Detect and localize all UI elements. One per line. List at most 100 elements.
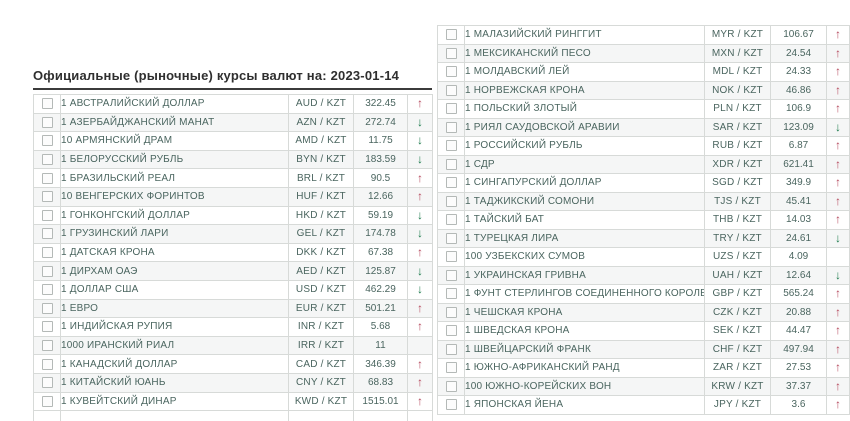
table-row: 1 МОЛДАВСКИЙ ЛЕЙ MDL / KZT 24.33 ↑ <box>437 62 850 82</box>
row-checkbox[interactable] <box>445 232 457 244</box>
trend-up-icon: ↑ <box>835 397 841 412</box>
row-checkbox[interactable] <box>445 306 457 318</box>
currency-label: 1 МЕКСИКАНСКИЙ ПЕСО <box>464 43 705 63</box>
row-checkbox[interactable] <box>445 214 457 226</box>
currency-rate: 123.09 <box>770 117 827 137</box>
row-checkbox[interactable] <box>41 135 53 147</box>
currency-label: 1 ФУНТ СТЕРЛИНГОВ СОЕДИНЕННОГО КОРОЛЕВСТ… <box>464 284 705 304</box>
trend-up-icon: ↑ <box>835 286 841 301</box>
table-row: 1 ПОЛЬСКИЙ ЗЛОТЫЙ PLN / KZT 106.9 ↑ <box>437 99 850 119</box>
trend-up-icon: ↑ <box>417 96 423 111</box>
table-row: 1 СДР XDR / KZT 621.41 ↑ <box>437 154 850 174</box>
row-checkbox[interactable] <box>445 84 457 96</box>
row-checkbox[interactable] <box>445 177 457 189</box>
currency-pair: EUR / KZT <box>288 298 354 319</box>
row-checkbox[interactable] <box>41 395 53 407</box>
currency-label: 1 ТУРЕЦКАЯ ЛИРА <box>464 228 705 248</box>
row-checkbox[interactable] <box>41 358 53 370</box>
currency-label: 1 ЕВРО <box>60 298 289 319</box>
currency-label: 1 ЧЕШСКАЯ КРОНА <box>464 302 705 322</box>
currency-rate: 106.67 <box>770 25 827 45</box>
table-row: 1 ДАТСКАЯ КРОНА DKK / KZT 67.38 ↑ <box>33 242 433 263</box>
row-checkbox[interactable] <box>41 228 53 240</box>
trend-up-icon: ↑ <box>835 45 841 60</box>
currency-rate: 125.87 <box>353 261 408 281</box>
currency-rate: 12.66 <box>353 186 408 207</box>
row-checkbox[interactable] <box>445 288 457 300</box>
currency-rate: 322.45 <box>353 94 408 114</box>
row-checkbox[interactable] <box>445 362 457 374</box>
currency-pair: THB / KZT <box>704 210 771 230</box>
currency-rate: 14.03 <box>770 210 827 230</box>
row-checkbox[interactable] <box>445 380 457 392</box>
trend-up-icon: ↑ <box>417 356 423 371</box>
row-checkbox[interactable] <box>445 195 457 207</box>
table-row: 1 КИТАЙСКИЙ ЮАНЬ CNY / KZT 68.83 ↑ <box>33 372 433 393</box>
row-checkbox[interactable] <box>445 343 457 355</box>
row-checkbox[interactable] <box>41 172 53 184</box>
currency-label: 1 НОРВЕЖСКАЯ КРОНА <box>464 80 705 100</box>
row-checkbox[interactable] <box>41 265 53 277</box>
currency-rate: 68.83 <box>353 372 408 393</box>
left-column: Официальные (рыночные) курсы валют на: 2… <box>33 68 433 421</box>
row-checkbox[interactable] <box>41 154 53 166</box>
row-checkbox[interactable] <box>41 321 53 333</box>
table-row: 100 ЮЖНО-КОРЕЙСКИХ ВОН KRW / KZT 37.37 ↑ <box>437 376 850 396</box>
table-row: 1 РОССИЙСКИЙ РУБЛЬ RUB / KZT 6.87 ↑ <box>437 136 850 156</box>
row-checkbox[interactable] <box>41 340 53 352</box>
table-row: 1 КУВЕЙТСКИЙ ДИНАР KWD / KZT 1515.01 ↑ <box>33 391 433 412</box>
currency-label: 1 ДОЛЛАР США <box>60 279 289 300</box>
row-checkbox[interactable] <box>445 251 457 263</box>
row-checkbox[interactable] <box>41 98 53 110</box>
currency-label: 100 ЮЖНО-КОРЕЙСКИХ ВОН <box>464 376 705 396</box>
table-row: 1 ШВЕДСКАЯ КРОНА SEK / KZT 44.47 ↑ <box>437 321 850 341</box>
currency-pair: BYN / KZT <box>288 149 354 170</box>
currency-label: 1 ДИРХАМ ОАЭ <box>60 261 289 281</box>
currency-pair: CZK / KZT <box>704 302 771 322</box>
clipped-row <box>33 410 433 421</box>
title-divider <box>33 88 432 90</box>
currency-pair: CAD / KZT <box>288 354 354 374</box>
row-checkbox[interactable] <box>41 377 53 389</box>
row-checkbox[interactable] <box>41 284 53 296</box>
table-row: 1 БРАЗИЛЬСКИЙ РЕАЛ BRL / KZT 90.5 ↑ <box>33 168 433 188</box>
row-checkbox[interactable] <box>445 103 457 115</box>
currency-rate: 4.09 <box>770 247 827 267</box>
currency-label: 1 ТАЙСКИЙ БАТ <box>464 210 705 230</box>
currency-rate: 11.75 <box>353 131 408 151</box>
table-row: 1 АЗЕРБАЙДЖАНСКИЙ МАНАТ AZN / KZT 272.74… <box>33 112 433 133</box>
row-checkbox[interactable] <box>41 191 53 203</box>
currency-pair: USD / KZT <box>288 279 354 300</box>
row-checkbox[interactable] <box>41 209 53 221</box>
row-checkbox[interactable] <box>445 269 457 281</box>
currency-pair: BRL / KZT <box>288 168 354 188</box>
table-row: 1 ДОЛЛАР США USD / KZT 462.29 ↓ <box>33 279 433 300</box>
row-checkbox[interactable] <box>445 325 457 337</box>
currency-label: 1 ГОНКОНГСКИЙ ДОЛЛАР <box>60 205 289 226</box>
row-checkbox[interactable] <box>41 116 53 128</box>
trend-up-icon: ↑ <box>835 212 841 227</box>
currency-label: 1 КАНАДСКИЙ ДОЛЛАР <box>60 354 289 374</box>
table-row: 1 ЕВРО EUR / KZT 501.21 ↑ <box>33 298 433 319</box>
row-checkbox[interactable] <box>445 140 457 152</box>
row-checkbox[interactable] <box>445 66 457 78</box>
row-checkbox[interactable] <box>445 47 457 59</box>
row-checkbox[interactable] <box>445 158 457 170</box>
table-row: 10 АРМЯНСКИЙ ДРАМ AMD / KZT 11.75 ↓ <box>33 131 433 151</box>
currency-label: 1 СИНГАПУРСКИЙ ДОЛЛАР <box>464 173 705 193</box>
row-checkbox[interactable] <box>445 121 457 133</box>
currency-label: 10 АРМЯНСКИЙ ДРАМ <box>60 131 289 151</box>
currency-rate: 11 <box>353 335 408 356</box>
currency-pair: IRR / KZT <box>288 335 354 356</box>
currency-label: 1 ЮЖНО-АФРИКАНСКИЙ РАНД <box>464 358 705 378</box>
currency-label: 1 ШВЕЙЦАРСКИЙ ФРАНК <box>464 339 705 359</box>
currency-label: 1 ДАТСКАЯ КРОНА <box>60 242 289 263</box>
trend-up-icon: ↑ <box>835 193 841 208</box>
row-checkbox[interactable] <box>41 247 53 259</box>
trend-up-icon: ↑ <box>417 375 423 390</box>
currency-rate: 67.38 <box>353 242 408 263</box>
row-checkbox[interactable] <box>41 302 53 314</box>
row-checkbox[interactable] <box>445 29 457 41</box>
row-checkbox[interactable] <box>445 399 457 411</box>
currency-label: 1 ТАДЖИКСКИЙ СОМОНИ <box>464 191 705 211</box>
